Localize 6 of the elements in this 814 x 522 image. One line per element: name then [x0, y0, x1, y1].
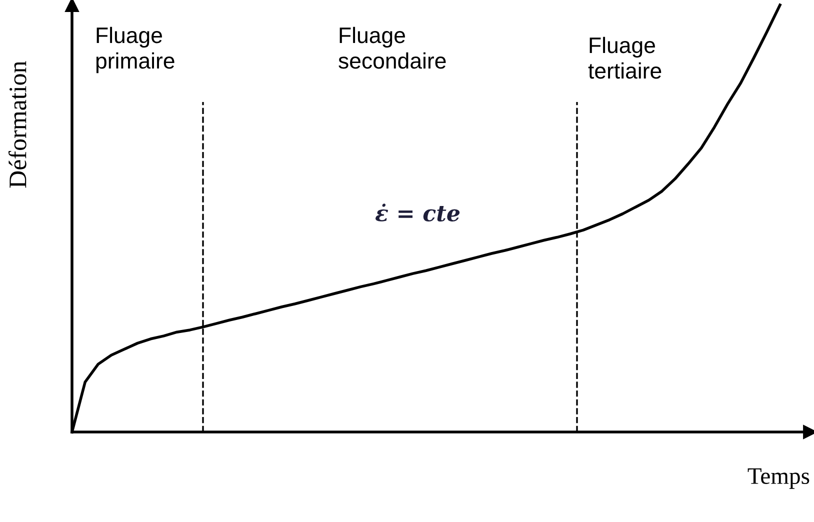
- annotation: Fluage tertiaire: [588, 36, 662, 79]
- y-axis-title: Déformation: [8, 61, 26, 188]
- annotation: Fluage primaire: [96, 26, 174, 74]
- x-axis-title: Temps: [748, 468, 810, 489]
- annotation: ε̇ = cte: [376, 204, 460, 222]
- annotation: Fluage secondaire: [338, 26, 446, 69]
